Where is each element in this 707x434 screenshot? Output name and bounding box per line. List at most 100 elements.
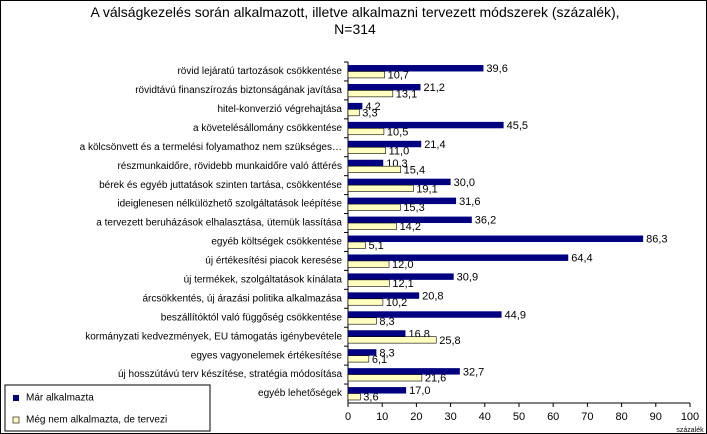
- value-label: 15,3: [403, 202, 424, 214]
- value-label: 3,3: [362, 107, 377, 119]
- value-label: 10,7: [388, 70, 409, 82]
- x-tick-label: 70: [581, 411, 593, 423]
- bar: [347, 165, 401, 173]
- bar: [347, 241, 366, 249]
- y-tick-label: egyéb költségek csökkentése: [211, 237, 342, 248]
- legend-box: [4, 384, 211, 432]
- bar: [348, 121, 504, 129]
- y-tick-label: a tervezett beruházások elhalasztása, üt…: [96, 218, 342, 229]
- y-tick-label: árcsökkentés, új árazási politika alkalm…: [142, 293, 342, 304]
- value-label: 6,1: [372, 354, 387, 366]
- bar: [348, 254, 569, 261]
- y-tick-label: egyes vagyonelemek értékesítése: [191, 350, 343, 361]
- y-tick-label: rövid lejáratú tartozások csökkentése: [177, 66, 342, 77]
- legend-label: Még nem alkalmazta, de tervezi: [26, 415, 167, 426]
- y-tick-label: kormányzati kedvezmények, EU támogatás i…: [85, 331, 342, 342]
- y-tick-label: új értékesítési piacok keresése: [205, 256, 342, 267]
- value-label: 45,5: [507, 120, 528, 132]
- y-tick-label: bérek és egyéb juttatások szinten tartás…: [99, 180, 342, 191]
- bar: [348, 273, 454, 280]
- y-tick-label: beszállítóktól való függőség csökkentése: [161, 312, 343, 323]
- x-tick-label: 90: [650, 411, 662, 423]
- value-label: 30,0: [454, 177, 475, 189]
- value-label: 64,4: [571, 253, 592, 265]
- bar: [347, 90, 394, 98]
- bar: [348, 311, 502, 318]
- bar: [347, 146, 386, 154]
- legend-swatch: [13, 395, 19, 401]
- bar: [348, 235, 644, 242]
- x-tick-label: 50: [513, 411, 525, 423]
- x-tick-label: 0: [345, 411, 351, 423]
- y-tick-label: hitel-konverzió végrehajtása: [217, 104, 342, 115]
- value-label: 8,3: [379, 316, 394, 328]
- y-tick-label: rövidtávú finanszírozás biztonságának ja…: [135, 85, 342, 96]
- bar: [348, 292, 420, 299]
- bar: [348, 83, 421, 91]
- value-label: 21,4: [424, 139, 445, 151]
- value-label: 14,2: [400, 221, 421, 233]
- bar: [347, 374, 423, 382]
- value-label: 3,6: [363, 392, 378, 404]
- value-label: 12,1: [392, 278, 413, 290]
- bar: [347, 222, 397, 230]
- bar: [348, 178, 451, 186]
- value-label: 25,8: [439, 335, 460, 347]
- bar: [347, 355, 370, 363]
- value-label: 10,2: [386, 297, 407, 309]
- y-tick-label: új termékek, szolgáltatások kínálata: [184, 275, 343, 286]
- bar: [347, 203, 401, 211]
- x-tick-label: 20: [410, 411, 422, 423]
- value-label: 31,6: [459, 196, 480, 208]
- value-label: 39,6: [486, 63, 507, 75]
- bar: [347, 317, 377, 325]
- legend-swatch: [12, 416, 20, 424]
- value-label: 44,9: [505, 309, 526, 321]
- x-tick-label: 60: [547, 411, 559, 423]
- x-tick-label: 80: [615, 411, 627, 423]
- y-tick-label: a kölcsönvett és a termelési folyamathoz…: [80, 142, 342, 153]
- bar: [347, 128, 385, 136]
- value-label: 21,6: [425, 373, 446, 385]
- bar: [347, 279, 390, 287]
- bar: [348, 102, 363, 110]
- y-tick-label: a követelésállomány csökkentése: [193, 123, 342, 134]
- bar: [348, 159, 384, 167]
- value-label: 13,1: [396, 89, 417, 101]
- value-label: 30,9: [457, 272, 478, 284]
- value-label: 21,2: [424, 82, 445, 94]
- value-label: 12,0: [392, 259, 413, 271]
- legend-label: Már alkalmazta: [26, 393, 94, 404]
- value-label: 8,3: [379, 347, 394, 359]
- value-label: 15,4: [404, 164, 425, 176]
- chart-title: A válságkezelés során alkalmazott, illet…: [90, 4, 620, 37]
- bar: [347, 184, 414, 192]
- bar: [348, 330, 406, 337]
- bar: [347, 71, 385, 79]
- bar: [348, 387, 407, 394]
- value-label: 10,5: [387, 126, 408, 138]
- bar: [348, 140, 422, 148]
- value-label: 32,7: [463, 366, 484, 378]
- value-label: 11,0: [389, 145, 410, 157]
- bar: [348, 349, 377, 356]
- bar: [347, 336, 437, 344]
- value-label: 36,2: [475, 215, 496, 227]
- value-label: 17,0: [409, 385, 430, 397]
- value-label: 20,8: [422, 290, 443, 302]
- x-tick-label: 30: [444, 411, 456, 423]
- x-tick-label: 40: [479, 411, 491, 423]
- bar: [347, 109, 360, 117]
- bar: [348, 216, 472, 224]
- x-tick-label: 10: [376, 411, 388, 423]
- bar: [347, 260, 390, 268]
- x-tick-label: 100: [681, 411, 699, 423]
- y-tick-label: részmunkaidőre, rövidebb munkaidőre való…: [117, 161, 342, 172]
- bar: [348, 368, 460, 375]
- y-tick-label: egyéb lehetőségek: [258, 388, 343, 399]
- y-tick-label: új hosszútávú terv készítése, stratégia …: [118, 369, 342, 380]
- y-tick-label: ideiglenesen nélkülözhető szolgáltatások…: [117, 199, 342, 210]
- value-label: 19,1: [416, 183, 437, 195]
